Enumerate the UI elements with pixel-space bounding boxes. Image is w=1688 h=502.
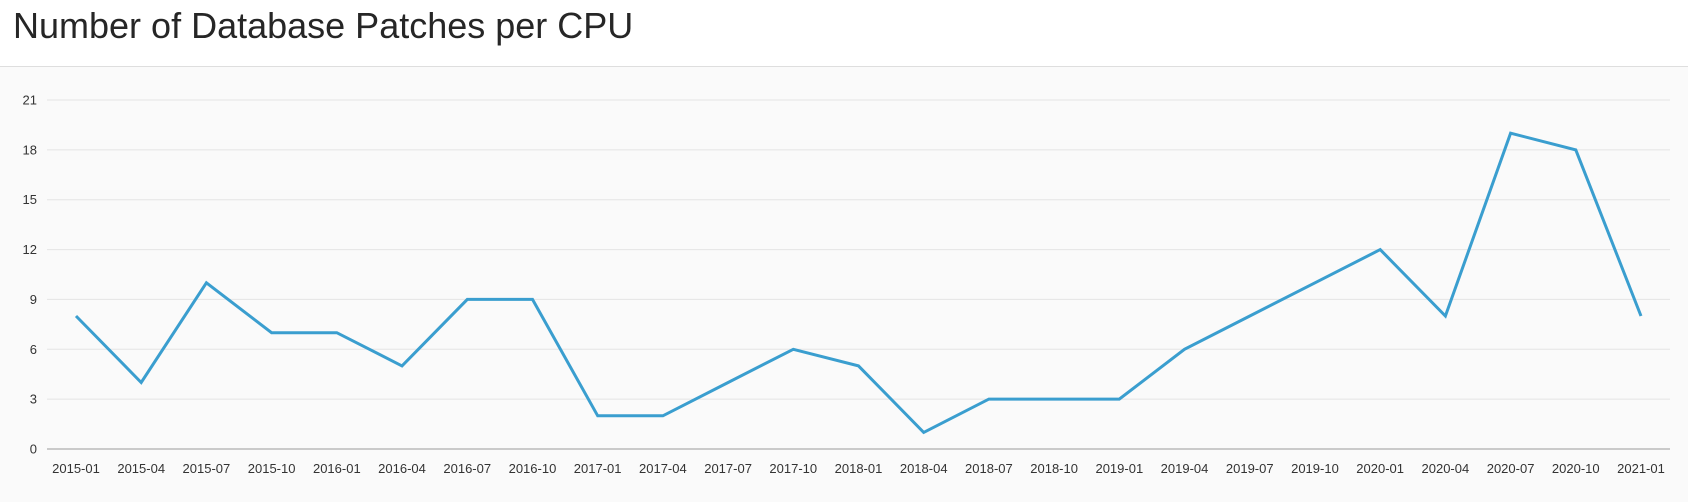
x-tick-label: 2020-10 (1552, 461, 1600, 476)
y-tick-label: 12 (23, 242, 37, 257)
chart-header: Number of Database Patches per CPU (0, 0, 1688, 67)
x-tick-label: 2015-10 (248, 461, 296, 476)
x-tick-label: 2019-01 (1095, 461, 1143, 476)
x-tick-label: 2019-04 (1161, 461, 1209, 476)
x-tick-label: 2020-01 (1356, 461, 1404, 476)
x-tick-label: 2017-07 (704, 461, 752, 476)
x-tick-label: 2016-07 (443, 461, 491, 476)
x-tick-label: 2020-04 (1422, 461, 1470, 476)
x-tick-label: 2018-04 (900, 461, 948, 476)
series-layer (74, 131, 1643, 435)
x-tick-label: 2016-10 (509, 461, 557, 476)
y-tick-label: 18 (23, 142, 37, 157)
y-axis-ticks: 0 3 6 9 12 15 18 21 (23, 93, 37, 457)
x-tick-label: 2020-07 (1487, 461, 1535, 476)
y-tick-label: 3 (30, 392, 37, 407)
y-tick-label: 0 (30, 442, 37, 457)
x-tick-label: 2018-10 (1030, 461, 1078, 476)
x-tick-label: 2017-10 (769, 461, 817, 476)
y-tick-label: 15 (23, 192, 37, 207)
y-tick-label: 9 (30, 292, 37, 307)
x-tick-label: 2015-01 (52, 461, 100, 476)
chart-title: Number of Database Patches per CPU (13, 5, 634, 46)
x-tick-label: 2015-04 (117, 461, 165, 476)
y-tick-label: 6 (30, 342, 37, 357)
x-tick-label: 2019-07 (1226, 461, 1274, 476)
line-chart: 0 3 6 9 12 15 18 21 2015-01 2015-04 2015-07 2015-1… (23, 93, 1670, 476)
x-tick-label: 2017-04 (639, 461, 687, 476)
x-tick-label: 2017-01 (574, 461, 622, 476)
grid-lines (47, 99, 1670, 400)
x-tick-label: 2018-01 (835, 461, 883, 476)
x-axis-ticks: 2015-01 2015-04 2015-07 2015-10 2016-01 2016-… (52, 461, 1665, 476)
series-line (74, 131, 1643, 435)
x-tick-label: 2015-07 (183, 461, 231, 476)
x-tick-label: 2019-10 (1291, 461, 1339, 476)
x-tick-label: 2021-01 (1617, 461, 1665, 476)
x-tick-label: 2018-07 (965, 461, 1013, 476)
x-tick-label: 2016-04 (378, 461, 426, 476)
chart-panel: 0 3 6 9 12 15 18 21 2015-01 2015-04 2015-07 2015-1… (0, 67, 1688, 502)
y-tick-label: 21 (23, 93, 37, 108)
x-tick-label: 2016-01 (313, 461, 361, 476)
